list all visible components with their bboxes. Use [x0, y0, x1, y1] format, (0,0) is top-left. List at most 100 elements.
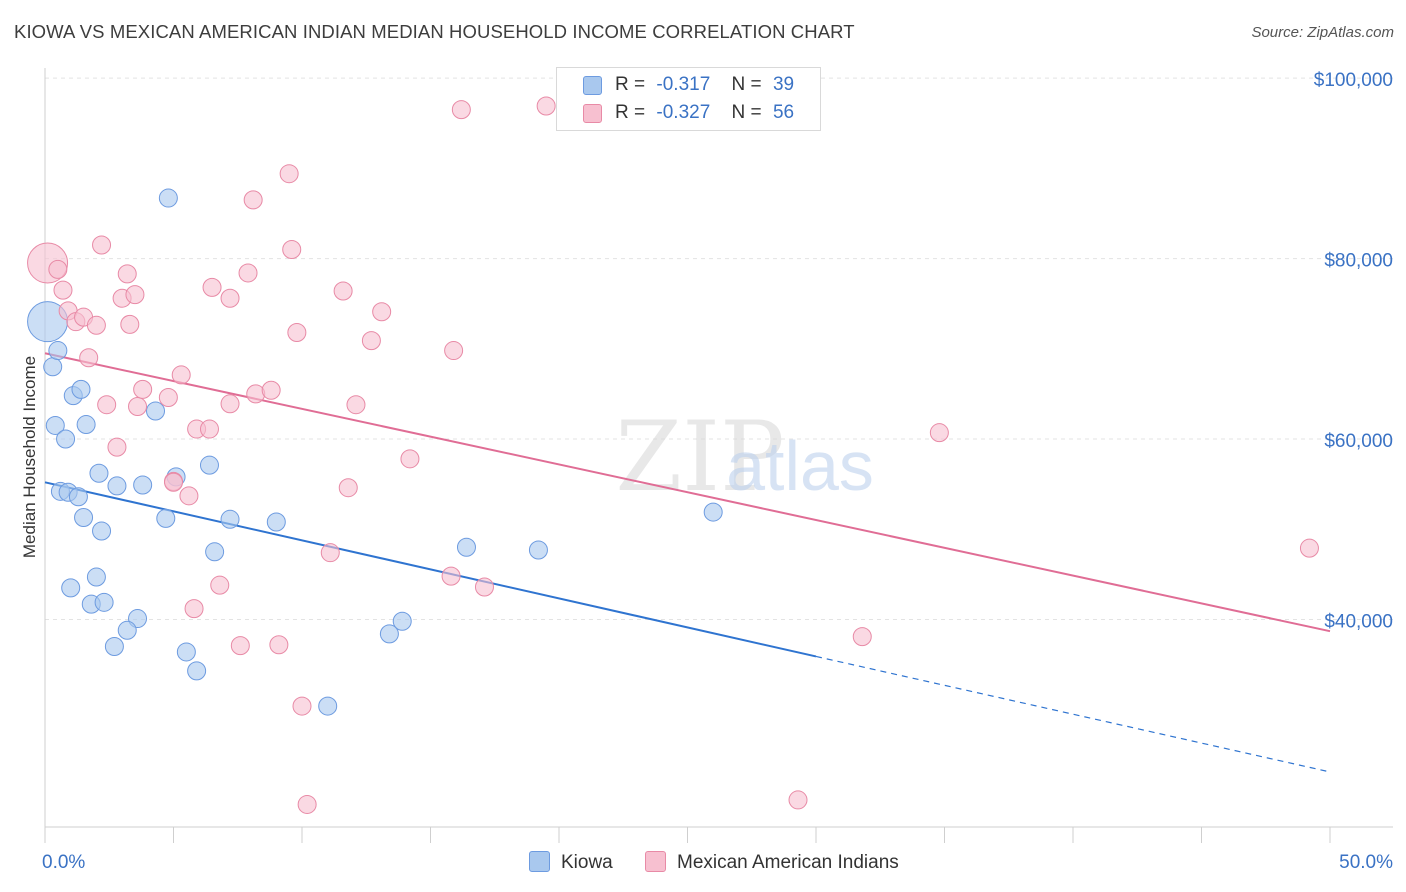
- mexican-american-indians-point: [297, 794, 317, 814]
- kiowa-point: [156, 508, 176, 528]
- grid-lines: [45, 77, 1393, 621]
- mexican-american-indians-point: [1299, 538, 1319, 558]
- kiowa-point: [56, 429, 76, 449]
- mexican-american-indians-point: [287, 323, 307, 343]
- mexican-american-indians-point: [120, 314, 140, 334]
- mexican-american-indians-point: [929, 423, 949, 443]
- x-tick-label: 0.0%: [42, 852, 85, 873]
- correlation-legend: R = -0.317 N = 39 R = -0.327 N = 56: [556, 67, 821, 131]
- legend-item-kiowa: Kiowa: [529, 851, 613, 874]
- kiowa-point: [104, 637, 124, 657]
- kiowa-point: [76, 415, 96, 435]
- kiowa-legend-label: Kiowa: [561, 852, 613, 873]
- mexican-american-indians-point: [361, 331, 381, 351]
- kiowa-point: [146, 401, 166, 421]
- n-label: N =: [731, 74, 762, 95]
- mexican-american-indians-point: [444, 341, 464, 361]
- chart-title: KIOWA VS MEXICAN AMERICAN INDIAN MEDIAN …: [14, 21, 855, 42]
- mexican-american-indians-point: [97, 395, 117, 415]
- mexican-american-indians-point: [279, 164, 299, 184]
- kiowa-point: [379, 624, 399, 644]
- source-label: Source: ZipAtlas.com: [1251, 24, 1394, 41]
- kiowa-point: [703, 502, 723, 522]
- kiowa-point: [199, 455, 219, 475]
- kiowa-point: [456, 537, 476, 557]
- kiowa-point: [266, 512, 286, 532]
- data-points: [27, 96, 1319, 814]
- kiowa-trend-extension: [815, 655, 1331, 773]
- kiowa-point: [528, 540, 548, 560]
- kiowa-point: [74, 507, 94, 527]
- tick-labels: $40,000 $60,000 $80,000 $100,000 0.0% 50.0%: [42, 70, 1393, 873]
- mexican-american-indians-point: [238, 263, 258, 283]
- y-axis-label: Median Household Income: [20, 356, 39, 558]
- mexican-american-indians-point: [333, 281, 353, 301]
- mexican-american-indians-point: [179, 486, 199, 506]
- axes: [44, 68, 1393, 843]
- kiowa-point: [205, 542, 225, 562]
- mexican-american-indians-point: [441, 566, 461, 586]
- mexican-american-indians-point: [220, 288, 240, 308]
- kiowa-point: [71, 379, 91, 399]
- mexican-american-indians-legend-label: Mexican American Indians: [677, 852, 899, 873]
- mexican-american-indians-point: [171, 365, 191, 385]
- mexican-american-indians-point: [292, 696, 312, 716]
- legend-item-mexican-american-indians: Mexican American Indians: [645, 851, 899, 874]
- kiowa-point: [158, 188, 178, 208]
- kiowa-trend-line: [44, 481, 817, 658]
- mexican-american-indians-point: [164, 472, 183, 492]
- kiowa-legend-swatch: [529, 851, 550, 872]
- r-label: R =: [615, 74, 646, 95]
- mexican-american-indians-point: [282, 239, 302, 259]
- mexican-american-indians-point: [261, 380, 281, 400]
- mexican-american-indians-point: [220, 394, 240, 414]
- y-tick-label: $60,000: [1324, 431, 1393, 452]
- r-value: -0.317: [656, 74, 711, 95]
- kiowa-point: [43, 357, 63, 377]
- mexican-american-indians-point: [86, 315, 106, 335]
- kiowa-point: [45, 415, 65, 435]
- mexican-american-indians-point: [346, 395, 366, 415]
- mexican-american-indians-point: [451, 100, 471, 120]
- mexican-american-indians-point: [474, 577, 494, 597]
- mexican-american-indians-point: [199, 419, 219, 439]
- kiowa-point: [92, 521, 112, 541]
- watermark-atlas: atlas: [726, 427, 874, 505]
- kiowa-point: [86, 567, 106, 587]
- kiowa-point: [68, 487, 88, 507]
- mexican-american-indians-point: [269, 635, 289, 655]
- mexican-american-indians-point: [48, 259, 68, 279]
- n-value: 39: [772, 74, 795, 95]
- y-tick-label: $100,000: [1314, 70, 1393, 91]
- kiowa-point: [318, 696, 338, 716]
- r-label: R =: [615, 102, 646, 123]
- mexican-american-indians-point: [184, 599, 204, 619]
- mexican-american-indians-point: [338, 478, 358, 498]
- kiowa-point: [133, 475, 153, 495]
- mexican-american-indians-point: [53, 280, 73, 300]
- mexican-american-indians-point: [125, 285, 145, 305]
- kiowa-swatch: [583, 76, 602, 95]
- kiowa-point: [48, 341, 68, 361]
- kiowa-point: [107, 476, 127, 496]
- mexican-american-indians-point: [210, 575, 230, 595]
- mexican-american-indians-point: [79, 348, 99, 368]
- mexican-american-indians-point: [400, 449, 420, 469]
- mexican-american-indians-point: [852, 627, 872, 647]
- mexican-american-indians-point: [320, 543, 340, 563]
- mexican-american-indians-point: [158, 387, 178, 407]
- kiowa-point: [117, 620, 137, 640]
- y-tick-label: $80,000: [1324, 251, 1393, 272]
- mexican-american-indians-point: [536, 96, 556, 116]
- kiowa-point: [187, 661, 207, 681]
- mexican-american-indians-point: [117, 264, 137, 284]
- mexican-american-indians-point: [788, 790, 808, 810]
- mexican-american-indians-trend-line: [44, 352, 1331, 633]
- kiowa-point: [176, 642, 196, 662]
- mexican-american-indians-point: [372, 302, 392, 322]
- mexican-american-indians-point: [92, 235, 112, 255]
- mexican-american-indians-swatch: [583, 104, 602, 123]
- mexican-american-indians-point: [243, 190, 263, 210]
